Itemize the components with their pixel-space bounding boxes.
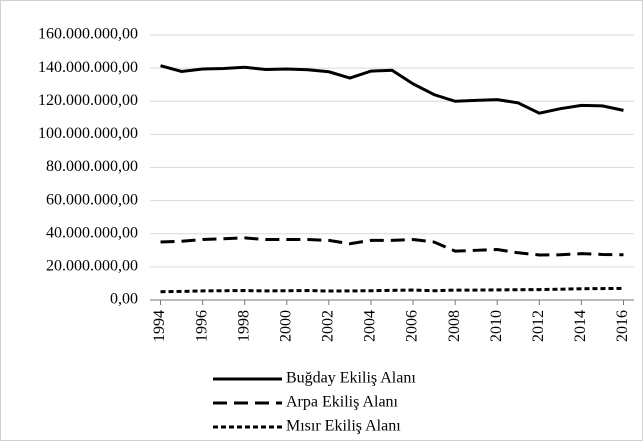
series-line xyxy=(160,64,624,115)
x-tick-label: 2012 xyxy=(530,310,547,342)
y-tick-label: 140.000.000,00 xyxy=(38,59,138,76)
y-tick-label: 20.000.000,00 xyxy=(46,258,138,275)
x-tick-label: 2004 xyxy=(362,310,379,342)
y-tick-label: 60.000.000,00 xyxy=(46,191,138,208)
x-tick-label: 2014 xyxy=(572,310,589,342)
x-tick-label: 2010 xyxy=(488,310,505,342)
y-tick-label: 120.000.000,00 xyxy=(38,92,138,109)
series-line xyxy=(160,236,624,257)
x-tick-label: 1998 xyxy=(235,310,252,342)
series-line xyxy=(160,286,624,294)
y-tick-label: 40.000.000,00 xyxy=(46,224,138,241)
x-tick-label: 2000 xyxy=(277,310,294,342)
legend-label: Arpa Ekiliş Alanı xyxy=(286,394,399,411)
x-tick-label: 2008 xyxy=(446,310,463,342)
legend-label: Mısır Ekiliş Alanı xyxy=(286,418,401,435)
y-tick-label: 0,00 xyxy=(110,291,138,308)
x-tick-label: 2016 xyxy=(614,310,631,342)
y-tick-label: 80.000.000,00 xyxy=(46,158,138,175)
y-tick-label: 100.000.000,00 xyxy=(38,125,138,142)
x-tick-label: 1996 xyxy=(193,310,210,342)
x-tick-label: 2006 xyxy=(404,310,421,342)
y-tick-label: 160.000.000,00 xyxy=(38,26,138,43)
legend-label: Buğday Ekiliş Alanı xyxy=(286,370,416,387)
x-tick-label: 1994 xyxy=(151,310,168,342)
x-tick-label: 2002 xyxy=(320,310,337,342)
